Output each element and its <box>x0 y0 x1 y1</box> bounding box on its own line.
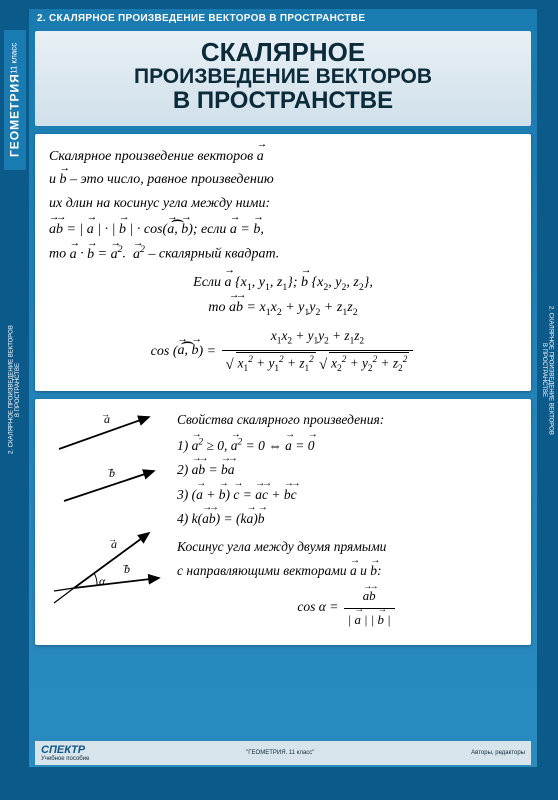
properties-text: Свойства скалярного произведения: 1) a2 … <box>177 409 517 633</box>
diagram-two-vectors: a → b → <box>49 409 169 509</box>
right-strip: 2. СКАЛЯРНОЕ ПРОИЗВЕДЕНИЕ ВЕКТОРОВ В ПРО… <box>538 300 556 440</box>
t: ; <box>293 275 301 290</box>
main-title: СКАЛЯРНОЕ ПРОИЗВЕДЕНИЕ ВЕКТОРОВ В ПРОСТР… <box>35 31 531 126</box>
property-3: 3) (a + b) c = ac + bc <box>177 484 517 506</box>
svg-text:→: → <box>121 559 130 569</box>
properties-header: Свойства скалярного произведения: <box>177 409 517 431</box>
def-text: и <box>49 172 60 187</box>
sq-label: – скалярный квадрат. <box>145 247 279 262</box>
title-line-2: ПРОИЗВЕДЕНИЕ ВЕКТОРОВ <box>45 66 521 88</box>
svg-text:→: → <box>108 534 117 544</box>
footer-left: СПЕКТР Учебное пособие <box>41 744 89 762</box>
footer-bar: СПЕКТР Учебное пособие "ГЕОМЕТРИЯ. 11 кл… <box>35 741 531 765</box>
t: с направляющими векторами <box>177 563 350 578</box>
num: 2) <box>177 462 192 477</box>
grade-label: 11 класс <box>11 43 20 74</box>
footer-sub: Учебное пособие <box>41 756 89 762</box>
poster-page: 2. СКАЛЯРНОЕ ПРОИЗВЕДЕНИЕ ВЕКТОРОВ В ПРО… <box>28 8 538 768</box>
formula-square: то a · b = a2. a2 – скалярный квадрат. <box>49 242 517 265</box>
coords-line: Если a {x1, y1, z1}; b {x2, y2, z2}, <box>49 272 517 295</box>
properties-panel: a → b → a → b → α Свойства скалярного <box>35 399 531 645</box>
if-text: ; если <box>193 222 230 237</box>
then: то <box>49 247 70 262</box>
left-strip: 2. СКАЛЯРНОЕ ПРОИЗВЕДЕНИЕ ВЕКТОРОВ В ПРО… <box>6 320 24 460</box>
cosine-formula: cos α = ab | a | | b | <box>177 586 517 630</box>
def-line-2: и b – это число, равное произведению <box>49 169 517 191</box>
cos-formula: cos (a, b) = x1x2 + y1y2 + z1z2 x12 + y1… <box>49 326 517 377</box>
svg-text:→: → <box>101 409 110 419</box>
cosine-note-1: Косинус угла между двумя прямыми <box>177 536 517 558</box>
svg-text:→: → <box>106 463 115 473</box>
num: 4) <box>177 511 192 526</box>
title-line-1: СКАЛЯРНОЕ <box>45 39 521 66</box>
cosine-note-2: с направляющими векторами a и b: <box>177 560 517 582</box>
section-header: 2. СКАЛЯРНОЕ ПРОИЗВЕДЕНИЕ ВЕКТОРОВ В ПРО… <box>29 9 537 31</box>
diagram-angle-vectors: a → b → α <box>49 513 169 618</box>
num: 1) <box>177 438 192 453</box>
t: Если <box>193 275 224 290</box>
def-text: – это число, равное произведению <box>67 172 274 187</box>
vector-diagrams: a → b → a → b → α <box>49 409 169 633</box>
cos: cos <box>151 343 170 358</box>
footer-mid: "ГЕОМЕТРИЯ. 11 класс" <box>246 750 314 756</box>
title-line-3: В ПРОСТРАНСТВЕ <box>45 88 521 113</box>
def-text: Скалярное произведение векторов <box>49 149 257 164</box>
def-line-1: Скалярное произведение векторов a <box>49 146 517 168</box>
eq: = <box>237 222 253 237</box>
t: то <box>208 300 229 315</box>
svg-text:α: α <box>99 574 106 588</box>
num: 3) <box>177 487 192 502</box>
left-subject-tab: ГЕОМЕТРИЯ 11 класс <box>4 30 26 170</box>
publisher-logo: СПЕКТР <box>41 744 85 756</box>
footer-right: Авторы, редакторы <box>471 750 525 756</box>
coords-product: то ab = x1x2 + y1y2 + z1z2 <box>49 297 517 320</box>
subject-label: ГЕОМЕТРИЯ <box>8 74 21 158</box>
property-4: 4) k(ab) = (ka)b <box>177 508 517 530</box>
definition-panel: Скалярное произведение векторов a и b – … <box>35 134 531 391</box>
